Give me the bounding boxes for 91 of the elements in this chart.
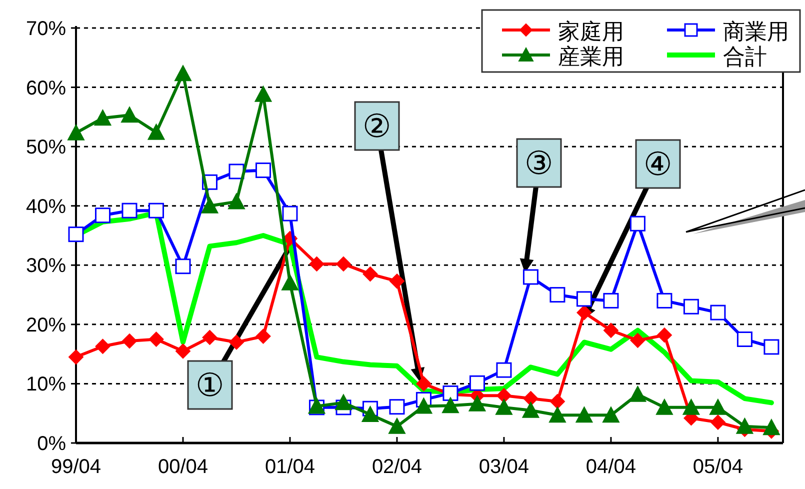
annotation: ① <box>196 367 224 403</box>
point <box>656 328 672 343</box>
point <box>603 292 619 308</box>
y-tick-label: 20% <box>26 314 66 336</box>
point <box>682 398 700 415</box>
x-tick-label: 02/04 <box>372 456 422 478</box>
point <box>362 266 378 282</box>
x-tick-label: 01/04 <box>264 456 316 478</box>
point <box>201 197 218 214</box>
y-tick-label: 30% <box>26 255 66 278</box>
point <box>415 398 432 414</box>
annotation: ② <box>362 108 392 144</box>
point <box>576 406 593 423</box>
y-tick-label: 10% <box>26 374 66 396</box>
x-tick-label: 99/04 <box>50 456 102 478</box>
point <box>576 305 592 320</box>
point <box>469 375 485 391</box>
point <box>522 402 540 418</box>
legend-label: 商業用 <box>723 19 789 44</box>
point <box>468 395 486 412</box>
point <box>602 406 620 423</box>
point <box>148 124 165 140</box>
point <box>254 86 272 102</box>
point <box>630 332 646 348</box>
point <box>389 399 405 415</box>
point <box>202 330 218 345</box>
legend-label: 合計 <box>723 44 767 69</box>
point <box>762 419 780 436</box>
point <box>442 397 459 414</box>
point <box>496 388 512 404</box>
point <box>523 391 538 406</box>
point <box>95 208 110 224</box>
point <box>389 274 404 289</box>
point <box>148 202 164 218</box>
point <box>736 418 754 434</box>
point <box>550 394 565 409</box>
x-tick-label: 03/04 <box>478 456 529 478</box>
point <box>68 226 84 242</box>
point <box>255 162 271 178</box>
point <box>334 394 352 410</box>
point <box>282 206 298 222</box>
point <box>228 334 244 350</box>
point <box>656 398 673 415</box>
y-tick-label: 70% <box>26 18 66 40</box>
point <box>709 398 726 415</box>
point <box>496 362 512 378</box>
point <box>548 406 566 423</box>
point <box>122 202 138 218</box>
point <box>68 350 84 365</box>
point <box>95 338 110 354</box>
legend-label: 産業用 <box>558 44 624 69</box>
point <box>630 216 646 232</box>
point <box>710 304 726 320</box>
point <box>656 292 672 308</box>
point <box>576 291 592 307</box>
point <box>175 344 190 359</box>
legend-label: 家庭用 <box>558 19 624 44</box>
point <box>148 332 164 347</box>
point <box>522 269 538 285</box>
point <box>256 328 271 344</box>
x-tick-label: 00/04 <box>158 456 208 478</box>
point <box>736 332 752 347</box>
point <box>228 193 245 210</box>
y-tick-label: 50% <box>26 136 66 159</box>
point <box>388 418 406 434</box>
point <box>336 256 351 272</box>
point <box>764 339 780 355</box>
point <box>495 398 512 415</box>
point <box>603 322 618 338</box>
point <box>416 376 432 392</box>
x-tick-label: 05/04 <box>692 456 743 478</box>
annotation: ③ <box>524 145 554 181</box>
point <box>175 258 191 274</box>
annotation: ④ <box>644 146 672 182</box>
point <box>309 256 324 272</box>
point <box>122 334 137 349</box>
y-tick-label: 0% <box>37 433 66 455</box>
point <box>710 414 726 430</box>
y-tick-label: 60% <box>26 77 66 100</box>
point <box>362 406 379 422</box>
x-tick-label: 04/04 <box>586 456 636 478</box>
y-tick-label: 40% <box>26 196 66 218</box>
point <box>550 287 566 303</box>
point <box>94 110 112 126</box>
point <box>281 274 298 290</box>
point <box>174 65 192 82</box>
point <box>228 164 244 180</box>
point <box>629 386 646 402</box>
point <box>68 124 84 140</box>
point <box>120 106 138 123</box>
point <box>683 298 699 314</box>
